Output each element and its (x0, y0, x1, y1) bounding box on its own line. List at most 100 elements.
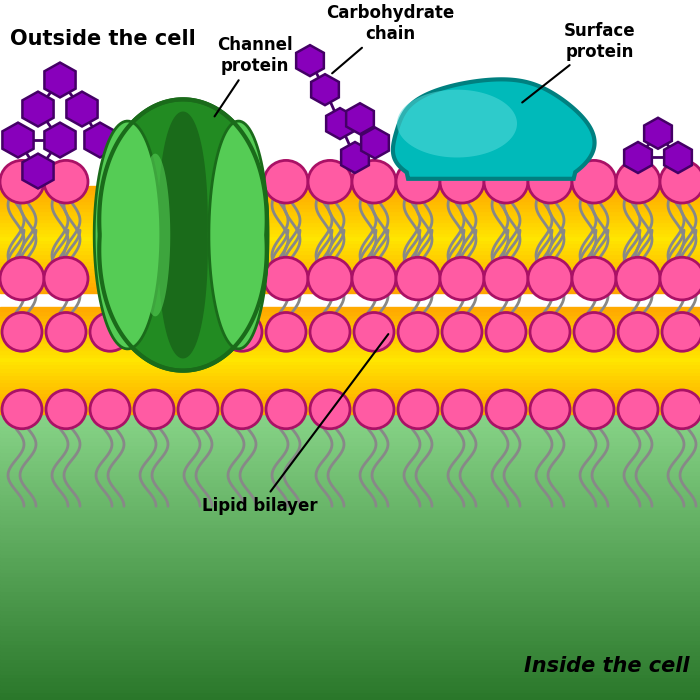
Bar (0, 335, 700, 340)
Bar (0, 203, 700, 208)
Bar (0, 285, 700, 290)
Text: Channel
protein: Channel protein (214, 36, 293, 116)
Bar (0, 650, 700, 655)
Bar (0, 221, 700, 225)
Bar (0, 225, 700, 229)
Bar (0, 493, 700, 497)
Text: Surface
protein: Surface protein (522, 22, 636, 102)
Bar (0, 328, 700, 332)
Circle shape (486, 390, 526, 428)
Bar (0, 214, 700, 218)
Circle shape (572, 258, 616, 300)
Bar (0, 530, 700, 535)
Bar (0, 617, 700, 621)
Bar (0, 417, 700, 422)
Circle shape (310, 312, 350, 351)
Bar (0, 658, 700, 662)
Circle shape (134, 390, 174, 428)
Bar (0, 582, 700, 587)
Bar (0, 414, 700, 419)
Polygon shape (624, 142, 652, 173)
Bar (0, 680, 700, 685)
Circle shape (354, 312, 394, 351)
Bar (0, 669, 700, 673)
Bar (0, 511, 700, 516)
Bar (0, 363, 700, 368)
Bar (0, 606, 700, 610)
Bar (0, 647, 700, 651)
Bar (0, 624, 700, 629)
Bar (0, 196, 700, 201)
Polygon shape (66, 92, 97, 127)
Circle shape (398, 312, 438, 351)
Polygon shape (22, 153, 54, 188)
Polygon shape (397, 90, 517, 158)
Polygon shape (664, 142, 692, 173)
Bar (0, 504, 700, 508)
Circle shape (0, 160, 44, 203)
Bar (0, 239, 700, 244)
Bar (0, 382, 700, 386)
Bar (0, 257, 700, 261)
Circle shape (266, 390, 306, 428)
Circle shape (178, 312, 218, 351)
Circle shape (178, 390, 218, 428)
Bar (0, 538, 700, 542)
Circle shape (90, 390, 130, 428)
Bar (0, 560, 700, 565)
Bar (0, 612, 700, 617)
Bar (0, 534, 700, 538)
Bar (0, 310, 700, 315)
Circle shape (618, 312, 658, 351)
Bar (0, 274, 700, 279)
Bar (0, 253, 700, 258)
Circle shape (618, 390, 658, 428)
Bar (0, 654, 700, 659)
Bar (0, 242, 700, 247)
Circle shape (440, 258, 484, 300)
Bar (0, 470, 700, 475)
Circle shape (0, 258, 44, 300)
Bar (0, 609, 700, 614)
Circle shape (44, 160, 88, 203)
Circle shape (486, 312, 526, 351)
Bar (0, 218, 700, 222)
Bar (0, 474, 700, 479)
Bar (0, 385, 700, 389)
Bar (0, 367, 700, 372)
Bar (0, 211, 700, 215)
Bar (0, 688, 700, 692)
Bar (0, 508, 700, 512)
Circle shape (264, 258, 308, 300)
Bar (0, 500, 700, 505)
Polygon shape (99, 99, 267, 370)
Bar (0, 541, 700, 546)
Bar (0, 235, 700, 240)
Bar (0, 526, 700, 531)
Circle shape (484, 258, 528, 300)
Bar (0, 568, 700, 573)
Bar (0, 374, 700, 379)
Circle shape (90, 312, 130, 351)
Circle shape (2, 312, 42, 351)
Bar (0, 260, 700, 265)
Bar (0, 665, 700, 670)
Bar (0, 556, 700, 561)
Bar (0, 684, 700, 689)
Circle shape (352, 160, 396, 203)
Circle shape (222, 312, 262, 351)
Circle shape (662, 390, 700, 428)
Bar (0, 515, 700, 520)
Bar (0, 564, 700, 568)
Bar (0, 643, 700, 648)
Circle shape (310, 390, 350, 428)
Bar (0, 392, 700, 396)
Bar (0, 370, 700, 375)
Polygon shape (209, 121, 268, 349)
Bar (0, 519, 700, 524)
Circle shape (660, 258, 700, 300)
Circle shape (442, 312, 482, 351)
Circle shape (440, 160, 484, 203)
Polygon shape (44, 62, 76, 97)
Bar (0, 421, 700, 426)
